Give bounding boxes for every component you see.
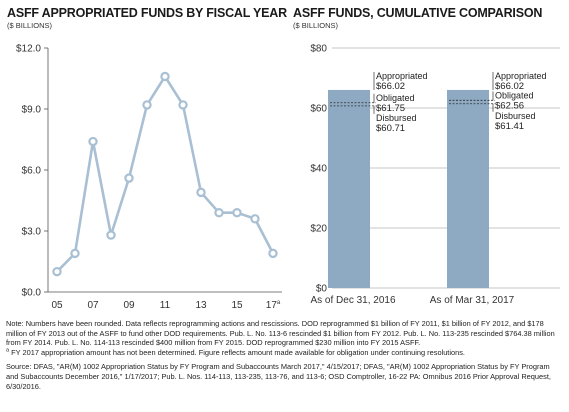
y-tick-label: $3.0 [22, 227, 42, 238]
y-tick-label: $80 [310, 44, 327, 55]
x-tick-label: 09 [123, 300, 135, 311]
footnote-body: FY 2017 appropriation amount has not bee… [11, 347, 465, 357]
x-tick-label: 17a [266, 300, 281, 311]
y-tick-label: $12.0 [16, 44, 41, 55]
left-chart-subtitle: ($ BILLIONS) [7, 21, 53, 30]
data-point [232, 207, 242, 218]
x-tick-label: 05 [51, 300, 63, 311]
right-chart-subtitle: ($ BILLIONS) [293, 21, 339, 30]
y-tick-label: $40 [310, 164, 327, 175]
obligated-label: Obligated [495, 90, 534, 100]
y-tick-label: $6.0 [22, 166, 42, 177]
bar-appropriated [447, 89, 489, 288]
data-point [268, 248, 278, 259]
series-line [56, 75, 275, 273]
disbursed-value: $61.41 [495, 121, 524, 132]
obligated-value: $61.75 [376, 103, 405, 114]
obligated-value: $62.56 [495, 100, 524, 111]
appropriated-value: $66.02 [495, 81, 524, 92]
x-tick-label: 07 [87, 300, 99, 311]
data-point [196, 187, 206, 198]
disbursed-label: Disbursed [495, 111, 536, 121]
data-point [142, 100, 152, 110]
right-chart-title: ASFF FUNDS, CUMULATIVE COMPARISON [293, 6, 543, 20]
data-point [160, 71, 170, 82]
y-tick-label: $9.0 [22, 105, 42, 116]
disbursed-value: $60.71 [376, 123, 405, 134]
data-point [106, 230, 116, 240]
data-point [88, 136, 98, 147]
left-chart-title: ASFF APPROPRIATED FUNDS BY FISCAL YEAR [7, 6, 287, 20]
note-text: Note: Numbers have been rounded. Data re… [6, 319, 555, 348]
x-tick-footnote-marker: a [277, 300, 281, 306]
y-tick-label: $0 [316, 284, 328, 295]
bar-appropriated [328, 89, 370, 288]
appropriated-label: Appropriated [376, 71, 428, 81]
data-point [124, 173, 134, 183]
footnote-text: a FY 2017 appropriation amount has not b… [6, 348, 562, 358]
appropriated-label: Appropriated [495, 71, 547, 81]
data-point [70, 248, 80, 259]
x-tick-label: 15 [231, 300, 243, 311]
line-chart: $0.0 $3.0 $6.0 $9.0 $12.0 05 07 09 11 13 15 17a [16, 44, 282, 311]
data-point [214, 207, 224, 218]
source-text: Source: DFAS, "AR(M) 1002 Appropriation … [6, 362, 551, 391]
disbursed-label: Disbursed [376, 113, 417, 123]
y-tick-label: $0.0 [22, 288, 42, 299]
obligated-label: Obligated [376, 93, 415, 103]
appropriated-value: $66.02 [376, 81, 405, 92]
data-point [250, 214, 260, 224]
data-point [52, 266, 62, 277]
x-tick-label: 13 [195, 300, 207, 311]
x-tick-label: 11 [160, 300, 171, 311]
data-point [178, 100, 188, 110]
footnote-marker: a [6, 347, 10, 354]
y-tick-label: $20 [310, 224, 327, 235]
x-category-label: As of Dec 31, 2016 [310, 295, 395, 306]
y-tick-label: $60 [310, 104, 327, 115]
chart-notes: Note: Numbers have been rounded. Data re… [6, 319, 562, 391]
bar-chart: $0$20$40$60$80Appropriated$66.02Obligate… [310, 44, 560, 306]
x-category-label: As of Mar 31, 2017 [430, 295, 515, 306]
